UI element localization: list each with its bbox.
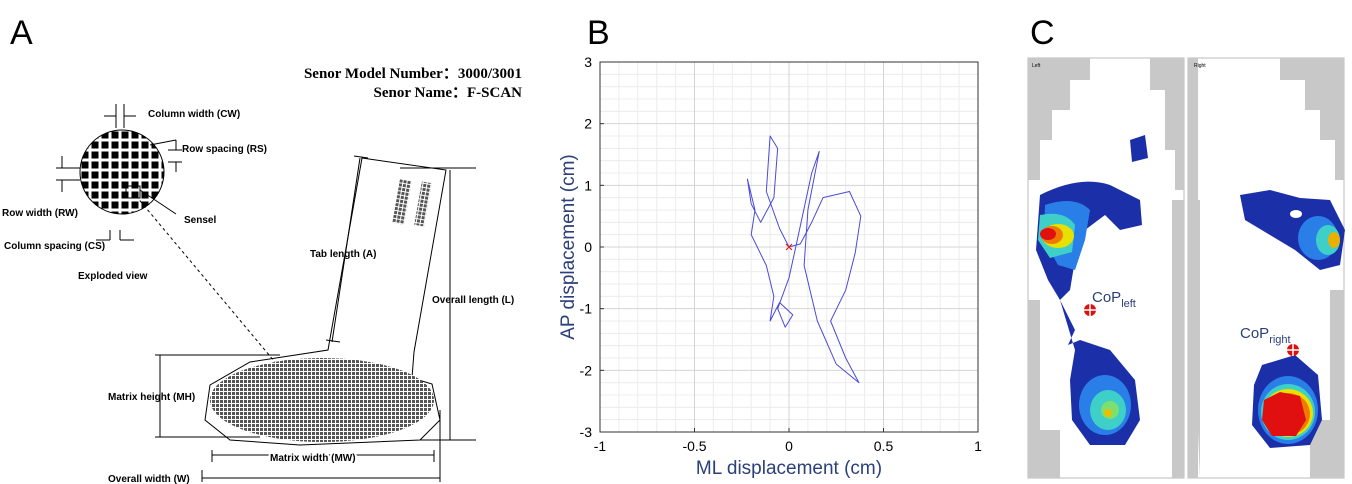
annotation: Row spacing (RS)	[182, 144, 267, 155]
exploded-circle	[79, 129, 165, 215]
foot-mask	[1028, 58, 1184, 478]
cop-base: CoP	[1240, 325, 1269, 342]
grid	[599, 61, 979, 433]
y-tick-label: 2	[584, 116, 592, 132]
sensor-outline	[204, 157, 447, 446]
panel-b: B ML displacement (cm) AP displacement (…	[558, 14, 982, 479]
cop-sub: right	[1269, 334, 1290, 346]
sensor-name: Senor Name：F-SCAN	[374, 85, 523, 101]
y-tick-label: 0	[584, 239, 592, 255]
model-number: Senor Model Number：3000/3001	[304, 66, 522, 82]
y-tick-label: 3	[584, 54, 592, 70]
annotation: Column spacing (CS)	[4, 241, 105, 252]
annotation: Matrix width (MW)	[270, 453, 356, 464]
zoom-line	[135, 195, 301, 393]
y-tick-label: 1	[584, 177, 592, 193]
exploded-grid	[80, 130, 164, 214]
dimension-lines	[155, 155, 476, 482]
annotation: Exploded view	[78, 271, 148, 282]
pressure-map	[1036, 135, 1345, 448]
annotation: Overall width (W)	[108, 474, 190, 484]
plot-frame	[599, 61, 979, 433]
sensor-matrix	[210, 358, 434, 442]
x-tick-label: 0	[785, 438, 793, 454]
cop-label: CoPright	[1240, 325, 1291, 346]
marker	[785, 243, 793, 251]
tab-traces	[414, 181, 432, 227]
panel-c: C Left Right	[1027, 14, 1345, 479]
cop-sub: left	[1121, 298, 1136, 310]
annotation: Matrix height (MH)	[108, 392, 195, 403]
x-tick-label: 0.5	[874, 438, 894, 454]
foot-mask	[1188, 58, 1344, 478]
annotation: Column width (CW)	[148, 109, 240, 120]
tab-traces	[392, 179, 412, 225]
annotation: Row width (RW)	[2, 208, 78, 219]
sensel-box	[125, 185, 141, 199]
cop-base: CoP	[1092, 289, 1121, 306]
foot-label: Left	[1032, 63, 1041, 69]
x-axis-label: ML displacement (cm)	[696, 458, 882, 479]
annotation: Overall length (L)	[432, 295, 514, 306]
dimension-lines	[56, 104, 182, 241]
trace	[746, 135, 862, 384]
y-tick-label: -2	[580, 362, 593, 378]
x-tick-label: -1	[594, 438, 607, 454]
panel-letter: A	[10, 14, 33, 52]
panel-letter: C	[1030, 14, 1055, 52]
cop-marker	[1084, 304, 1299, 356]
x-tick-label: -0.5	[682, 438, 706, 454]
foot-label: Right	[1194, 63, 1206, 69]
x-tick-label: 1	[974, 438, 982, 454]
panel-letter: B	[587, 14, 610, 52]
annotation: Tab length (A)	[310, 249, 376, 260]
y-tick-label: -3	[580, 424, 593, 440]
y-axis-label: AP displacement (cm)	[558, 154, 579, 340]
cop-label: CoPleft	[1092, 289, 1136, 310]
annotation: Sensel	[184, 215, 216, 226]
panel-a: A Senor Model Number：3000/3001 Senor Nam…	[2, 14, 522, 484]
y-tick-label: -1	[580, 301, 593, 317]
